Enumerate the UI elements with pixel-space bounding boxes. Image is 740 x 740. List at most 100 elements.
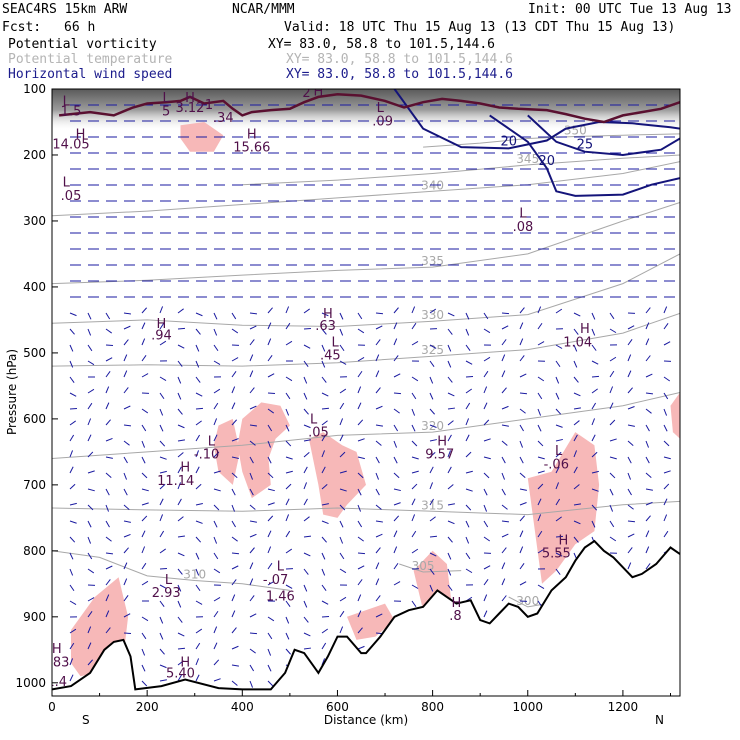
wind-vector	[159, 306, 164, 314]
wind-vector	[537, 548, 545, 554]
wind-vector	[627, 440, 634, 447]
pv-negative-region	[308, 432, 366, 518]
terrain-layer	[52, 539, 680, 696]
wind-vector	[393, 562, 399, 570]
wind-vector	[501, 440, 508, 446]
wind-vector	[609, 488, 614, 496]
wind-vector	[267, 562, 273, 570]
wind-vector	[357, 565, 365, 570]
wind-vector	[303, 535, 312, 538]
wind-vector	[483, 328, 491, 334]
wind-vector	[69, 407, 78, 410]
pv-extremum-label: 1.4	[46, 675, 67, 690]
wind-vector	[303, 632, 311, 637]
wind-vector	[69, 674, 74, 682]
theta-contour-line	[52, 500, 680, 516]
wind-vector	[87, 328, 92, 336]
wind-vector	[429, 392, 434, 400]
wind-vector	[375, 424, 383, 427]
wind-vector	[429, 516, 436, 522]
wind-vector	[267, 373, 275, 378]
wind-vector	[177, 568, 183, 575]
wind-vector	[231, 488, 236, 496]
wind-vector	[357, 536, 364, 542]
pv-extremum-label: H	[180, 461, 190, 476]
wind-vector	[429, 308, 437, 314]
wind-vector	[591, 451, 598, 458]
wind-vector	[69, 584, 75, 592]
pv-extremum-label: H	[76, 127, 86, 142]
wind-vector	[375, 387, 381, 394]
wind-vector	[69, 328, 75, 335]
wind-vector	[501, 504, 508, 510]
wind-vector	[411, 514, 416, 522]
wind-vector	[141, 488, 149, 492]
pv-extremum-label: 1.5	[61, 104, 82, 119]
wind-vector	[483, 456, 491, 460]
wind-vector	[501, 520, 510, 523]
wind-vector	[375, 488, 380, 496]
wind-vector	[159, 514, 164, 522]
wind-vector	[321, 344, 326, 352]
wind-vector	[285, 456, 293, 460]
wind-vector	[339, 568, 347, 574]
wind-vector	[501, 578, 506, 586]
wind-vector	[285, 632, 290, 640]
pv-negative-region	[213, 418, 240, 485]
pv-extremum-label: .34	[213, 111, 234, 126]
wind-vector	[87, 568, 95, 574]
wind-vector	[249, 578, 254, 586]
wind-vector	[321, 407, 330, 410]
theta-contour-line	[52, 392, 680, 459]
wind-vector	[159, 530, 165, 538]
wind-vector	[447, 360, 452, 368]
wind-vector	[177, 482, 182, 490]
wind-vector	[591, 328, 596, 336]
wind-vector	[393, 373, 401, 378]
wind-vector	[411, 470, 419, 474]
wind-vector	[393, 456, 398, 464]
wind-vector	[465, 418, 470, 426]
wind-vector	[123, 370, 128, 378]
wind-vector	[303, 498, 308, 506]
pv-extremum-label: .05	[308, 426, 329, 441]
wind-vector	[393, 307, 399, 314]
wind-vector	[429, 568, 435, 575]
wind-vector	[609, 370, 615, 378]
wind-vector	[591, 402, 597, 410]
terrain-line	[52, 539, 680, 691]
y-tick-label: 700	[23, 478, 46, 492]
wind-vector	[87, 611, 93, 618]
wind-vector	[303, 600, 308, 608]
wind-vector	[411, 306, 416, 314]
wind-vector	[159, 483, 166, 490]
wind-vector	[213, 328, 218, 336]
pv-extremum-label: H	[180, 655, 190, 670]
x-tick-label: 800	[421, 700, 444, 714]
wind-vector	[555, 376, 560, 384]
wind-vector	[393, 502, 401, 506]
wind-vector	[177, 424, 185, 429]
wind-vector	[321, 628, 329, 634]
wind-vector	[177, 516, 184, 522]
wind-vector	[159, 584, 167, 589]
wind-vector	[87, 388, 95, 394]
wind-vector	[249, 325, 257, 330]
pv-extremum-label: 5.55	[542, 546, 571, 561]
wind-vector	[627, 488, 632, 496]
pv-extremum-label: H	[52, 642, 62, 657]
wind-vector	[519, 373, 527, 378]
wind-vector	[375, 440, 382, 446]
wind-vector	[519, 424, 524, 432]
pv-extremum-label: .05	[61, 189, 82, 204]
wind-vector	[231, 438, 239, 442]
wind-vector	[249, 354, 254, 362]
wind-vector	[249, 595, 255, 602]
wind-vector	[303, 408, 309, 415]
wind-vector	[159, 322, 165, 330]
wind-vector	[213, 344, 219, 352]
wind-vector	[141, 648, 146, 656]
wind-vector	[609, 536, 617, 542]
wind-vector	[177, 308, 184, 314]
init-time: Init: 00 UTC Tue 13 Aug 13	[528, 2, 732, 17]
